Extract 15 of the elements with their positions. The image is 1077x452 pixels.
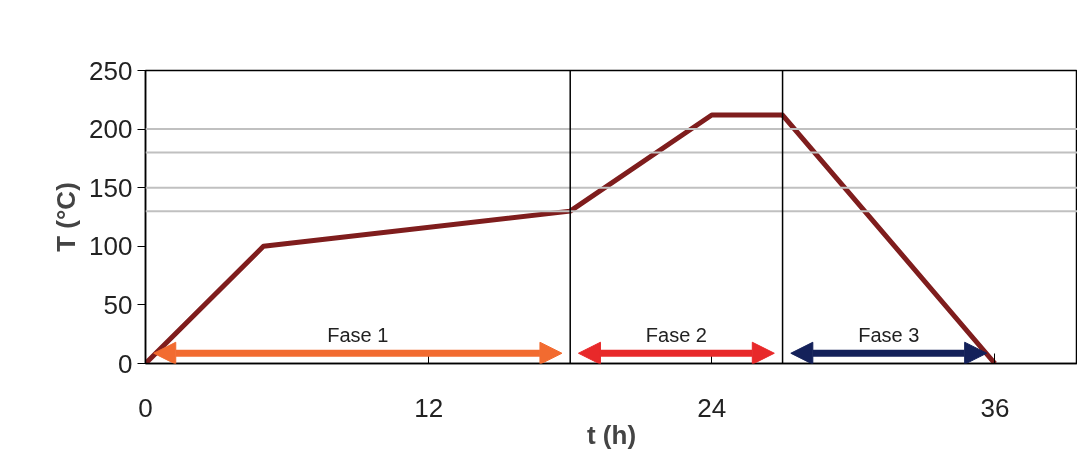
x-tick-label: 0 xyxy=(138,392,153,423)
annotation: Fase 3 xyxy=(858,323,920,346)
y-tick-label: 0 xyxy=(118,348,133,379)
annotation: Fase 2 xyxy=(645,323,707,346)
y-tick-label: 250 xyxy=(89,55,133,86)
y-tick-label: 200 xyxy=(89,114,133,145)
y-tick-label: 50 xyxy=(103,289,133,320)
annotation: Fase 1 xyxy=(327,323,389,346)
y-axis-title: T (°C) xyxy=(51,182,82,252)
y-tick-label: 150 xyxy=(89,172,133,203)
x-tick-label: 24 xyxy=(697,392,727,423)
x-tick-label: 36 xyxy=(980,392,1010,423)
y-tick-label: 100 xyxy=(89,231,133,262)
x-axis-title: t (h) xyxy=(586,419,637,450)
x-tick-label: 12 xyxy=(414,392,444,423)
